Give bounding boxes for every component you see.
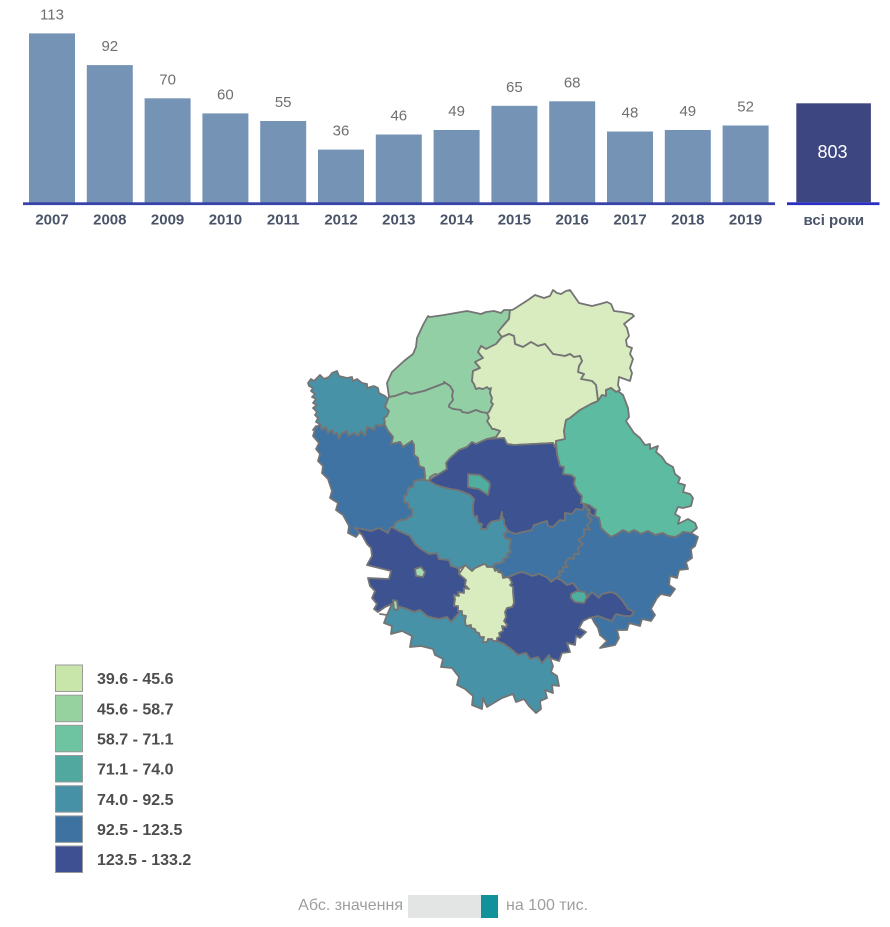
svg-text:2011: 2011 <box>267 212 300 229</box>
svg-text:2010: 2010 <box>209 212 242 229</box>
svg-text:46: 46 <box>390 108 407 125</box>
svg-text:92: 92 <box>101 38 118 55</box>
svg-text:2007: 2007 <box>35 212 68 229</box>
svg-text:48: 48 <box>622 105 639 122</box>
svg-text:58.7 - 71.1: 58.7 - 71.1 <box>97 732 174 749</box>
svg-text:2019: 2019 <box>729 212 762 229</box>
svg-text:70: 70 <box>159 71 176 88</box>
svg-text:2012: 2012 <box>324 212 357 229</box>
svg-text:52: 52 <box>737 99 754 116</box>
svg-text:71.1 - 74.0: 71.1 - 74.0 <box>97 762 174 779</box>
svg-text:2016: 2016 <box>556 212 589 229</box>
svg-text:2015: 2015 <box>498 212 531 229</box>
svg-text:2014: 2014 <box>440 212 474 229</box>
svg-text:39.6 - 45.6: 39.6 - 45.6 <box>97 671 174 688</box>
svg-text:на 100 тис.: на 100 тис. <box>506 897 588 914</box>
svg-text:всі роки: всі роки <box>804 212 865 229</box>
svg-text:74.0 - 92.5: 74.0 - 92.5 <box>97 792 174 809</box>
svg-text:123.5 - 133.2: 123.5 - 133.2 <box>97 852 191 869</box>
svg-text:55: 55 <box>275 94 292 111</box>
svg-text:49: 49 <box>679 103 696 120</box>
svg-text:2009: 2009 <box>151 212 184 229</box>
svg-text:113: 113 <box>40 6 64 23</box>
svg-text:60: 60 <box>217 86 234 103</box>
svg-text:36: 36 <box>333 123 350 140</box>
svg-text:Абс. значення: Абс. значення <box>298 897 403 914</box>
svg-text:2008: 2008 <box>93 212 126 229</box>
svg-text:49: 49 <box>448 103 465 120</box>
svg-text:803: 803 <box>817 142 847 162</box>
svg-text:45.6 - 58.7: 45.6 - 58.7 <box>97 701 174 718</box>
svg-text:2013: 2013 <box>382 212 415 229</box>
svg-text:2018: 2018 <box>671 212 704 229</box>
svg-text:68: 68 <box>564 74 581 91</box>
svg-text:92.5 - 123.5: 92.5 - 123.5 <box>97 822 183 839</box>
svg-text:65: 65 <box>506 79 523 96</box>
svg-text:2017: 2017 <box>613 212 646 229</box>
